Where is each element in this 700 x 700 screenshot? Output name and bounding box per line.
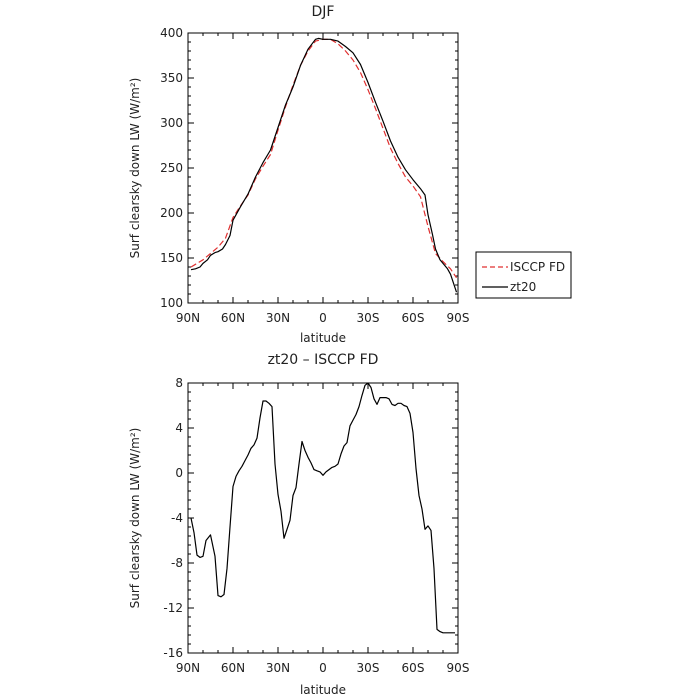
x-tick-label: 30N [266,311,290,325]
x-tick-label: 30S [357,311,380,325]
x-tick-label: 60N [221,311,245,325]
x-tick-label: 90N [176,661,200,675]
y-tick-label: 100 [160,296,183,310]
x-tick-label: 60N [221,661,245,675]
panel-title-djf: DJF [312,4,335,20]
series-line-difference [190,382,455,634]
y-tick-label: 300 [160,116,183,130]
x-tick-label: 0 [319,661,327,675]
y-tick-label: -4 [171,511,183,525]
x-tick-label: 0 [319,311,327,325]
x-tick-label: 90N [176,311,200,325]
y-tick-label: -16 [163,646,183,660]
y-tick-label: 0 [175,466,183,480]
y-tick-label: 200 [160,206,183,220]
y-tick-label: 150 [160,251,183,265]
x-axis-title-difference: latitude [300,683,346,697]
x-tick-label: 60S [402,661,425,675]
plot-frame-djf [187,32,459,304]
series-line-zt20 [190,37,458,293]
panel-djf: DJF 90N 60N 30N 0 30S 60S 90S 100 150 200 250 300 35… [128,4,572,345]
series-line-isccp-fd [190,38,457,279]
y-tick-label: 4 [175,421,183,435]
y-tick-label: 250 [160,161,183,175]
y-tick-label: 8 [175,376,183,390]
x-axis-title-djf: latitude [300,331,346,345]
panel-difference: zt20 – ISCCP FD 90N 60N 30N 0 30S 60S 90S -16 -1… [128,352,469,697]
x-tick-label: 30S [357,661,380,675]
y-axis-title-difference: Surf clearsky down LW (W/m²) [128,428,142,609]
x-tick-label: 90S [447,661,470,675]
plot-frame-difference [187,382,459,654]
x-tick-label: 90S [447,311,470,325]
y-tick-label: 400 [160,26,183,40]
legend-label-zt20: zt20 [510,280,536,294]
y-tick-label: -12 [163,601,183,615]
y-tick-label: -8 [171,556,183,570]
legend-label-isccp: ISCCP FD [510,260,565,274]
y-axis-title-djf: Surf clearsky down LW (W/m²) [128,78,142,259]
legend-box [475,251,572,299]
x-tick-label: 60S [402,311,425,325]
y-tick-label: 350 [160,71,183,85]
x-tick-label: 30N [266,661,290,675]
panel-title-difference: zt20 – ISCCP FD [268,352,379,368]
legend: ISCCP FD zt20 [475,251,572,299]
